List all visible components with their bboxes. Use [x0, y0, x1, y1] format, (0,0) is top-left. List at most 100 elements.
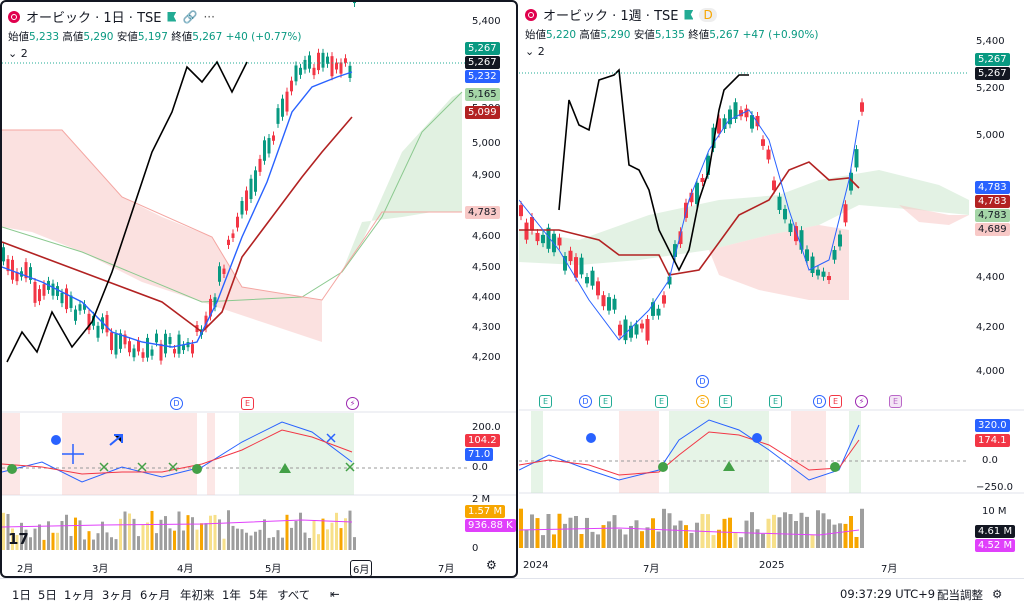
flash-event-marker[interactable]: ⚡	[855, 395, 868, 408]
symbol-header[interactable]: オービック · 1週 · TSE D	[525, 5, 717, 24]
range-1m-button[interactable]: 1ヶ月	[64, 588, 95, 602]
earnings-marker[interactable]: E	[655, 395, 668, 408]
flash-event-marker[interactable]: ⚡	[346, 397, 359, 410]
goto-date-icon[interactable]: ⇤	[330, 587, 340, 601]
earnings-marker[interactable]: E	[769, 395, 782, 408]
dividend-marker[interactable]: D	[813, 395, 826, 408]
volume-bar	[195, 529, 199, 550]
candle-body	[33, 281, 37, 303]
candle-body	[766, 149, 771, 160]
candle-body	[827, 276, 831, 281]
earnings-marker[interactable]: E	[241, 397, 254, 410]
dividend-marker[interactable]: D	[170, 397, 183, 410]
range-5d-button[interactable]: 5日	[38, 588, 57, 602]
candle-body	[2, 247, 5, 262]
link-icon[interactable]: 🔗	[182, 9, 198, 24]
osc-axis-label: 0.0	[982, 455, 998, 466]
candle-body	[110, 332, 113, 351]
volume-bar	[146, 522, 149, 550]
volume-bar	[141, 524, 145, 550]
price-axis-label: 4,400	[472, 292, 501, 303]
volume-bar	[83, 539, 86, 550]
chart-pane-daily[interactable]: オービック · 1日 · TSE 🔗 ··· 始値5,233 高値5,290 安…	[0, 0, 518, 578]
volume-bar	[805, 516, 809, 548]
data-status-icon[interactable]: D	[699, 7, 717, 22]
symbol-title[interactable]: オービック · 1日 · TSE	[26, 11, 162, 26]
candle-body	[612, 298, 617, 310]
settings-icon[interactable]: ⚙	[486, 558, 497, 572]
candle-body	[623, 319, 628, 341]
candle-body	[222, 268, 226, 274]
osc-axis-label: −250.0	[976, 482, 1014, 493]
weekly-chart-canvas[interactable]	[519, 0, 1024, 578]
candle-body	[231, 233, 235, 238]
chart-pane-weekly[interactable]: オービック · 1週 · TSE D 始値5,220 高値5,290 安値5,1…	[519, 0, 1024, 578]
candle-body	[667, 276, 672, 285]
span-b-line	[2, 129, 462, 301]
volume-bar	[119, 518, 122, 550]
earnings-marker[interactable]: E	[829, 395, 842, 408]
volume-bar	[744, 520, 749, 548]
clock-time[interactable]: 09:37:29 UTC+9	[840, 587, 936, 601]
volume-bar	[20, 522, 23, 550]
symbol-title[interactable]: オービック · 1週 · TSE	[543, 9, 679, 24]
candle-body	[263, 140, 266, 161]
volume-bar	[722, 518, 727, 548]
candle-body	[695, 182, 699, 205]
range-1y-button[interactable]: 1年	[222, 588, 241, 602]
candle-body	[60, 292, 64, 304]
chevron-down-icon[interactable]: ⌄	[525, 45, 535, 58]
candle-body	[191, 344, 194, 354]
more-icon[interactable]: ···	[203, 9, 215, 24]
volume-bar	[330, 522, 334, 550]
volume-bar	[750, 512, 754, 548]
candle-body	[209, 298, 212, 317]
daily-chart-canvas[interactable]	[2, 2, 518, 578]
split-marker[interactable]: S	[696, 395, 709, 408]
volume-bar	[173, 530, 176, 550]
candle-body	[838, 234, 842, 247]
indicator-legend-toggle[interactable]: ⌄ 2	[8, 47, 28, 60]
earnings-marker[interactable]: E	[719, 395, 732, 408]
candle-body	[640, 323, 644, 329]
chevron-down-icon[interactable]: ⌄	[8, 47, 18, 60]
flag-icon[interactable]	[167, 11, 177, 22]
dividend-marker[interactable]: D	[579, 395, 592, 408]
range-ytd-button[interactable]: 年初来	[180, 588, 215, 602]
indicator-legend-toggle[interactable]: ⌄ 2	[525, 45, 545, 58]
earnings-marker[interactable]: E	[539, 395, 552, 408]
time-axis-label[interactable]: 6月	[350, 560, 373, 576]
symbol-header[interactable]: オービック · 1日 · TSE 🔗 ···	[8, 7, 215, 26]
flag-icon[interactable]	[684, 9, 694, 20]
volume-bar	[574, 516, 578, 548]
earnings-marker[interactable]: E	[599, 395, 612, 408]
volume-bar	[348, 510, 352, 550]
candle-body	[678, 231, 683, 245]
dividend-marker[interactable]: D	[696, 375, 709, 388]
range-3m-button[interactable]: 3ヶ月	[102, 588, 133, 602]
candle-body	[794, 226, 798, 242]
settings-icon[interactable]: ⚙	[992, 587, 1003, 601]
candle-body	[761, 139, 765, 146]
volume-bar	[155, 533, 158, 550]
candle-body	[777, 196, 782, 210]
volume-bar	[662, 508, 666, 548]
candle-body	[662, 295, 666, 304]
range-all-button[interactable]: すべて	[277, 588, 311, 602]
range-6m-button[interactable]: 6ヶ月	[140, 588, 171, 602]
candle-body	[339, 62, 343, 74]
volume-bar	[585, 517, 589, 548]
candle-body	[42, 284, 46, 296]
candle-body	[607, 297, 611, 311]
volume-bar	[38, 524, 41, 550]
range-1d-button[interactable]: 1日	[12, 588, 31, 602]
volume-bar	[524, 530, 529, 548]
volume-bar	[74, 517, 77, 550]
dividend-adjust-button[interactable]: 配当調整	[937, 588, 983, 602]
future-earnings-marker[interactable]: E	[889, 395, 902, 408]
volume-bar	[272, 537, 275, 550]
volume-bar	[245, 532, 248, 550]
volume-bar	[258, 529, 262, 550]
range-5y-button[interactable]: 5年	[249, 588, 268, 602]
volume-bar	[51, 532, 55, 550]
